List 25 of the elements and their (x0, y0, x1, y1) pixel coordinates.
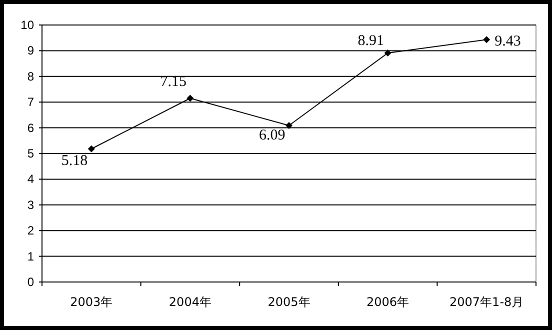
x-tick-label: 2006年 (366, 295, 410, 309)
point (483, 36, 490, 44)
data-label: 5.18 (61, 152, 88, 169)
x-tick-label: 2003年 (70, 295, 113, 309)
point (286, 122, 292, 129)
y-tick-label: 1 (27, 249, 34, 264)
y-tick-label: 5 (27, 146, 34, 160)
x-tick-label: 2004年 (168, 295, 212, 309)
y-tick-label: 0 (27, 275, 34, 289)
data-label: 6.09 (259, 127, 286, 144)
point (384, 50, 392, 57)
point (186, 94, 194, 102)
x-tick-label: 2007年1-8月 (450, 295, 524, 309)
data-label: 8.91 (358, 33, 384, 50)
y-tick-label: 8 (27, 69, 34, 84)
y-tick-label: 3 (27, 198, 34, 212)
data-label: 9.43 (494, 34, 521, 50)
y-tick-label: 2 (27, 224, 34, 238)
y-tick-label: 6 (27, 120, 34, 135)
y-tick-label: 9 (27, 44, 34, 58)
point (88, 145, 95, 152)
y-tick-label: 7 (27, 95, 34, 110)
y-tick-label: 10 (20, 18, 34, 32)
x-tick-label: 2005年 (268, 295, 310, 309)
y-tick-label: 4 (27, 172, 34, 186)
